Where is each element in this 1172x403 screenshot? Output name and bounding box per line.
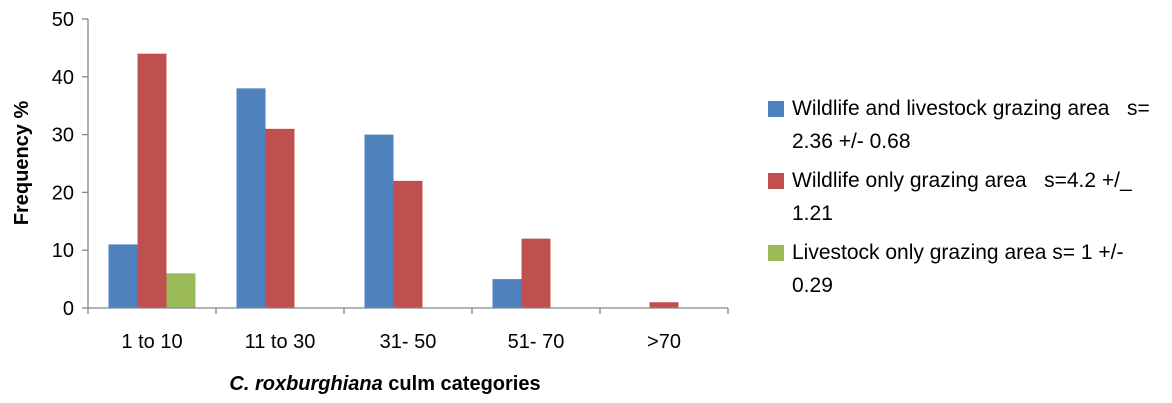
y-tick-label: 40	[52, 67, 74, 89]
x-tick-label: 51- 70	[508, 331, 565, 353]
y-tick-label: 0	[63, 298, 74, 320]
bar-series-1-cat-1	[108, 244, 138, 308]
y-tick-label: 20	[52, 182, 74, 204]
y-tick-label: 50	[52, 9, 74, 31]
bar-series-3-cat-1	[166, 273, 196, 308]
bar-series-1-cat-4	[492, 279, 522, 308]
legend-label: Wildlife only grazing area s=4.2 +/_ 1.2…	[792, 169, 1138, 225]
bar-series-2-cat-5	[649, 302, 679, 308]
x-tick-label: 11 to 30	[245, 331, 316, 353]
x-ticks-group: 1 to 10 11 to 30 31- 50 51- 70 >70	[87, 308, 729, 353]
legend-item-livestock-only: Livestock only grazing area s= 1 +/- 0.2…	[768, 236, 1168, 302]
legend: Wildlife and livestock grazing area s= 2…	[768, 92, 1168, 308]
bar-series-1-cat-2	[236, 88, 266, 308]
x-axis-title-rest: culm categories	[383, 373, 541, 395]
legend-label: Livestock only grazing area s= 1 +/- 0.2…	[792, 241, 1130, 297]
x-tick-label: 31- 50	[380, 331, 437, 353]
bar-series-2-cat-3	[393, 180, 423, 308]
y-axis-title: Frequency %	[11, 101, 33, 226]
x-tick-label: 1 to 10	[121, 331, 182, 353]
bar-series-2-cat-1	[137, 53, 167, 309]
x-tick-label: >70	[647, 331, 681, 353]
bar-series-2-cat-2	[265, 128, 295, 308]
y-ticks-group: 0 10 20 30 40 50	[52, 9, 88, 320]
legend-swatch-blue	[768, 101, 784, 117]
bar-chart: 0 10 20 30 40 50 1 to 10 11 to 30 31- 50 51- 70 >…	[11, 9, 729, 395]
legend-item-wildlife-only: Wildlife only grazing area s=4.2 +/_ 1.2…	[768, 164, 1168, 230]
y-tick-label: 10	[52, 240, 74, 262]
legend-swatch-red	[768, 173, 784, 189]
legend-swatch-green	[768, 245, 784, 261]
bars-group	[108, 53, 679, 309]
bar-series-1-cat-3	[364, 134, 394, 308]
x-axis-title-species: C. roxburghiana	[229, 373, 382, 395]
bar-series-2-cat-4	[521, 238, 551, 308]
x-axis-title: C. roxburghiana culm categories	[229, 373, 540, 395]
legend-label: Wildlife and livestock grazing area s= 2…	[792, 97, 1156, 153]
y-tick-label: 30	[52, 125, 74, 147]
legend-item-wildlife-livestock: Wildlife and livestock grazing area s= 2…	[768, 92, 1168, 158]
